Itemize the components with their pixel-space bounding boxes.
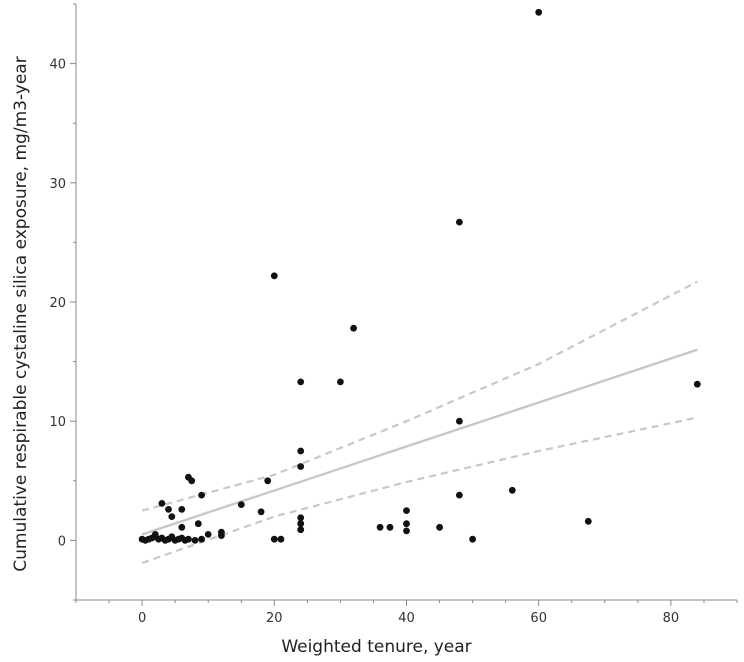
- data-point: [178, 506, 186, 513]
- data-point: [185, 535, 192, 543]
- data-point: [376, 523, 384, 531]
- data-point: [257, 508, 265, 516]
- data-points: [138, 8, 701, 544]
- data-point: [297, 520, 305, 528]
- data-point: [508, 486, 516, 494]
- data-point: [403, 507, 410, 514]
- data-point: [297, 378, 305, 386]
- data-point: [584, 517, 592, 525]
- data-point: [237, 501, 245, 508]
- x-tick-label: 0: [138, 611, 146, 626]
- data-point: [204, 531, 212, 538]
- data-point: [198, 491, 206, 499]
- data-point: [456, 491, 463, 499]
- data-point: [270, 272, 278, 280]
- y-ticks: 0 10 20 30 40: [49, 3, 76, 601]
- data-point: [456, 417, 463, 425]
- data-point: [297, 447, 305, 455]
- data-point: [178, 523, 186, 531]
- data-point: [297, 463, 305, 470]
- y-tick-label: 0: [58, 534, 66, 549]
- x-tick-label: 80: [663, 611, 680, 626]
- x-ticks: 0 20 40 60 80: [75, 600, 738, 626]
- x-tick-label: 40: [398, 611, 415, 626]
- data-point: [297, 514, 305, 522]
- data-point: [264, 477, 272, 485]
- data-point: [436, 523, 443, 531]
- x-axis-label: Weighted tenure, year: [281, 637, 471, 657]
- data-point: [165, 506, 172, 513]
- data-point: [693, 380, 701, 388]
- data-point: [158, 500, 166, 507]
- data-point: [151, 531, 159, 538]
- x-tick-label: 60: [530, 611, 547, 626]
- data-point: [270, 535, 278, 543]
- ci-lower-line: [141, 416, 698, 565]
- data-point: [403, 520, 410, 528]
- data-point: [194, 520, 202, 528]
- data-point: [198, 535, 206, 543]
- data-point: [456, 218, 463, 226]
- data-point: [191, 537, 199, 544]
- y-tick-label: 20: [49, 296, 66, 311]
- data-point: [535, 8, 543, 16]
- data-point: [218, 528, 225, 536]
- data-point: [337, 378, 344, 386]
- data-point: [386, 523, 394, 531]
- x-tick-label: 20: [266, 611, 283, 626]
- data-point: [168, 513, 176, 520]
- data-point: [469, 535, 476, 543]
- ci-upper-line: [141, 280, 698, 512]
- data-point: [297, 526, 305, 534]
- data-point: [350, 324, 357, 332]
- y-tick-label: 40: [49, 58, 66, 73]
- y-tick-label: 10: [49, 415, 66, 430]
- confidence-interval-lines: [141, 280, 698, 565]
- data-point: [403, 527, 410, 535]
- data-point: [188, 477, 196, 485]
- y-tick-label: 30: [49, 177, 66, 192]
- fit-line-group: [141, 348, 698, 536]
- fit-line: [141, 348, 698, 536]
- y-axis-label: Cumulative respirable cystaline silica e…: [11, 56, 31, 571]
- data-point: [277, 535, 285, 543]
